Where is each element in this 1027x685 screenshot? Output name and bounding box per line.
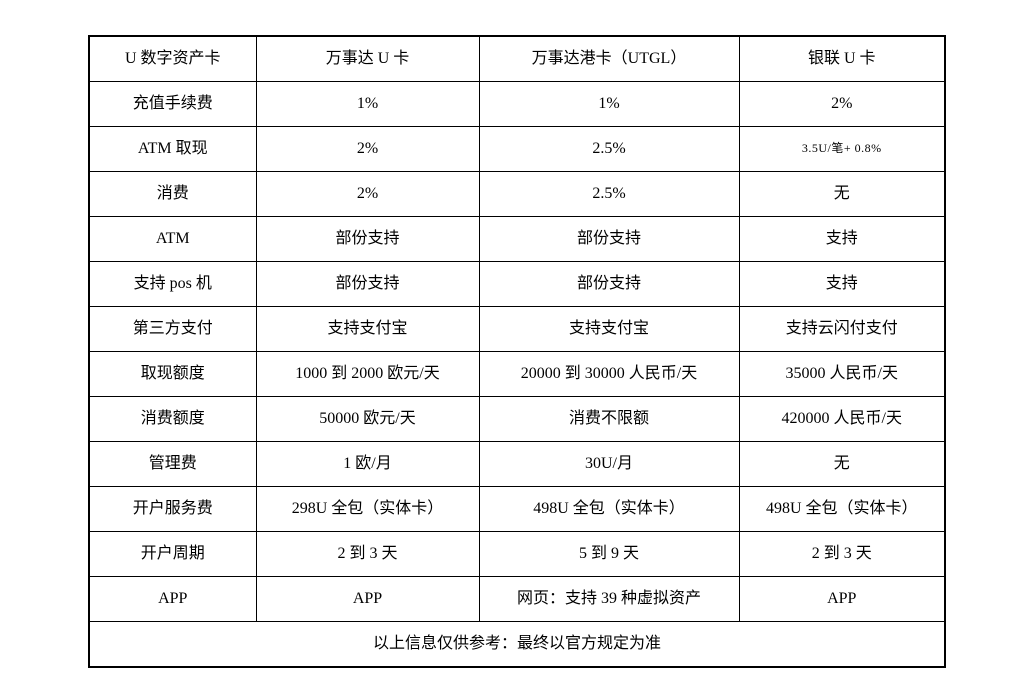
table-row: 开户服务费 298U 全包（实体卡） 498U 全包（实体卡） 498U 全包（…: [88, 486, 946, 532]
table-cell: 支持支付宝: [478, 306, 740, 352]
row-label: ATM 取现: [88, 126, 257, 172]
table-footer-note: 以上信息仅供参考：最终以官方规定为准: [88, 621, 946, 668]
table-cell: 无: [738, 441, 946, 487]
column-header-mastercard-u: 万事达 U 卡: [255, 35, 480, 82]
table-cell: 2%: [255, 126, 480, 172]
table-cell: 298U 全包（实体卡）: [255, 486, 480, 532]
row-label: 取现额度: [88, 351, 257, 397]
table-cell: 1000 到 2000 欧元/天: [255, 351, 480, 397]
row-label: 开户服务费: [88, 486, 257, 532]
table-cell: 2 到 3 天: [255, 531, 480, 577]
table-row: ATM 取现 2% 2.5% 3.5U/笔+ 0.8%: [88, 126, 946, 172]
table-cell: 消费不限额: [478, 396, 740, 442]
table-cell: 2%: [738, 81, 946, 127]
table-row: 消费 2% 2.5% 无: [88, 171, 946, 217]
table-cell: 1%: [255, 81, 480, 127]
table-cell: 420000 人民币/天: [738, 396, 946, 442]
table-cell: 35000 人民币/天: [738, 351, 946, 397]
table-cell: 3.5U/笔+ 0.8%: [738, 126, 946, 172]
table-cell: 2.5%: [478, 126, 740, 172]
header-row: U 数字资产卡 万事达 U 卡 万事达港卡（UTGL） 银联 U 卡: [88, 35, 946, 82]
column-header-mastercard-hk-utgl: 万事达港卡（UTGL）: [478, 35, 740, 82]
row-label: 支持 pos 机: [88, 261, 257, 307]
table-cell: 2.5%: [478, 171, 740, 217]
column-header-unionpay-u: 银联 U 卡: [738, 35, 946, 82]
table-cell: 5 到 9 天: [478, 531, 740, 577]
table-row: 消费额度 50000 欧元/天 消费不限额 420000 人民币/天: [88, 396, 946, 442]
table-row: APP APP 网页：支持 39 种虚拟资产 APP: [88, 576, 946, 622]
row-label: 消费额度: [88, 396, 257, 442]
column-header-card-type: U 数字资产卡: [88, 35, 257, 82]
comparison-table: U 数字资产卡 万事达 U 卡 万事达港卡（UTGL） 银联 U 卡 充值手续费…: [88, 35, 946, 668]
table-cell: 1%: [478, 81, 740, 127]
footer-row: 以上信息仅供参考：最终以官方规定为准: [88, 621, 946, 668]
table-cell: 498U 全包（实体卡）: [478, 486, 740, 532]
table-cell: 支持支付宝: [255, 306, 480, 352]
row-label: 管理费: [88, 441, 257, 487]
table-cell: 2%: [255, 171, 480, 217]
table-row: 支持 pos 机 部份支持 部份支持 支持: [88, 261, 946, 307]
row-label: APP: [88, 576, 257, 622]
table-cell: 支持: [738, 216, 946, 262]
table-cell: 1 欧/月: [255, 441, 480, 487]
table-cell: 网页：支持 39 种虚拟资产: [478, 576, 740, 622]
row-label: 第三方支付: [88, 306, 257, 352]
table-cell: 部份支持: [255, 216, 480, 262]
row-label: ATM: [88, 216, 257, 262]
table-cell: 20000 到 30000 人民币/天: [478, 351, 740, 397]
table-cell: 无: [738, 171, 946, 217]
table-cell: 30U/月: [478, 441, 740, 487]
table-cell: 部份支持: [255, 261, 480, 307]
table-row: 第三方支付 支持支付宝 支持支付宝 支持云闪付支付: [88, 306, 946, 352]
table-cell: 支持: [738, 261, 946, 307]
table-row: ATM 部份支持 部份支持 支持: [88, 216, 946, 262]
table-cell: 2 到 3 天: [738, 531, 946, 577]
table-cell: 部份支持: [478, 261, 740, 307]
row-label: 开户周期: [88, 531, 257, 577]
table-cell: 支持云闪付支付: [738, 306, 946, 352]
table-cell: 498U 全包（实体卡）: [738, 486, 946, 532]
table-cell: 部份支持: [478, 216, 740, 262]
row-label: 消费: [88, 171, 257, 217]
table-cell: APP: [738, 576, 946, 622]
table-row: 充值手续费 1% 1% 2%: [88, 81, 946, 127]
table-row: 开户周期 2 到 3 天 5 到 9 天 2 到 3 天: [88, 531, 946, 577]
table-cell: APP: [255, 576, 480, 622]
row-label: 充值手续费: [88, 81, 257, 127]
table-row: 管理费 1 欧/月 30U/月 无: [88, 441, 946, 487]
table-row: 取现额度 1000 到 2000 欧元/天 20000 到 30000 人民币/…: [88, 351, 946, 397]
table-cell: 50000 欧元/天: [255, 396, 480, 442]
